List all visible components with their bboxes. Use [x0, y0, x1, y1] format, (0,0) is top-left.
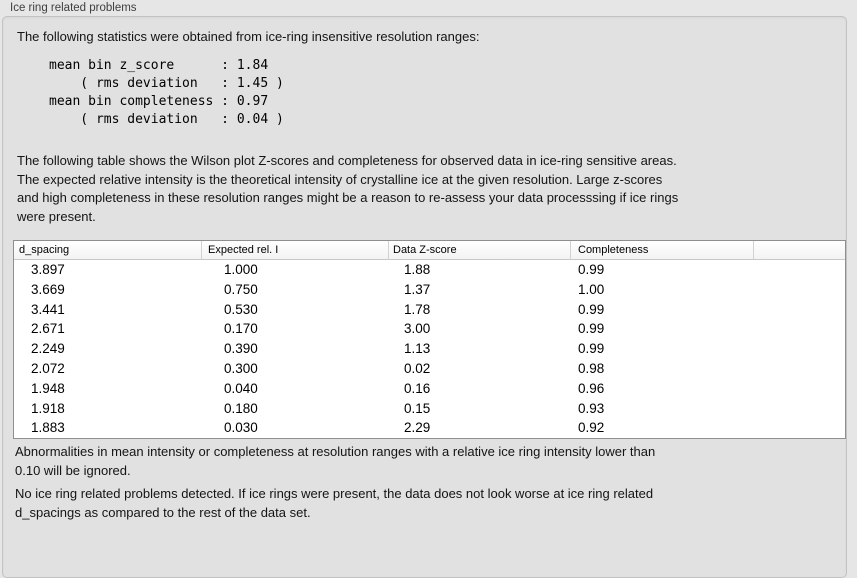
column-header-data-z-score[interactable]: Data Z-score: [389, 241, 571, 259]
cell-spacer: [754, 359, 845, 379]
ice-ring-table: d_spacing Expected rel. I Data Z-score C…: [13, 240, 846, 440]
cell-expected-rel-i: 0.180: [224, 400, 258, 416]
table-description-text: The following table shows the Wilson plo…: [17, 153, 679, 224]
cell-data-z-score: 0.15: [404, 400, 431, 416]
table-row[interactable]: 2.072 0.300 0.02 0.98: [14, 358, 845, 379]
stats-intro-text: The following statistics were obtained f…: [17, 29, 480, 44]
cell-completeness: 0.99: [578, 341, 605, 357]
cell-expected-rel-i: 0.030: [224, 420, 258, 436]
cell-data-z-score: 1.78: [404, 301, 431, 317]
cell-completeness: 0.99: [578, 301, 605, 317]
table-body: 3.897 1.000 1.88 0.99 3.669 0.750 1.37 1…: [14, 260, 845, 439]
cell-d-spacing: 2.671: [31, 321, 65, 337]
table-row[interactable]: 3.669 0.750 1.37 1.00: [14, 279, 845, 300]
cell-spacer: [754, 418, 845, 438]
cell-completeness: 1.00: [578, 281, 605, 297]
table-header-row: d_spacing Expected rel. I Data Z-score C…: [14, 241, 845, 260]
cell-data-z-score: 2.29: [404, 420, 431, 436]
cell-completeness: 0.92: [578, 420, 605, 436]
cell-expected-rel-i: 0.040: [224, 380, 258, 396]
table-row[interactable]: 1.918 0.180 0.15 0.93: [14, 398, 845, 419]
cell-expected-rel-i: 0.530: [224, 301, 258, 317]
cell-completeness: 0.93: [578, 400, 605, 416]
cell-spacer: [754, 260, 845, 280]
table-row[interactable]: 2.671 0.170 3.00 0.99: [14, 319, 845, 340]
cell-completeness: 0.99: [578, 262, 605, 277]
cell-d-spacing: 3.897: [31, 262, 65, 277]
cell-spacer: [754, 379, 845, 399]
cell-d-spacing: 2.072: [31, 360, 65, 376]
cell-expected-rel-i: 0.170: [224, 321, 258, 337]
cell-completeness: 0.96: [578, 380, 605, 396]
cell-expected-rel-i: 0.390: [224, 341, 258, 357]
cell-spacer: [754, 399, 845, 419]
cell-spacer: [754, 280, 845, 300]
cell-data-z-score: 1.37: [404, 281, 431, 297]
column-header-spacer: [754, 241, 845, 259]
column-header-completeness[interactable]: Completeness: [571, 241, 754, 259]
table-row[interactable]: 3.441 0.530 1.78 0.99: [14, 299, 845, 320]
conclusion-text: No ice ring related problems detected. I…: [15, 486, 654, 520]
cell-d-spacing: 1.883: [31, 420, 65, 436]
cell-d-spacing: 1.918: [31, 400, 65, 416]
cell-d-spacing: 1.948: [31, 380, 65, 396]
column-header-expected-rel-i[interactable]: Expected rel. I: [202, 241, 389, 259]
cell-data-z-score: 0.16: [404, 380, 431, 396]
table-row[interactable]: 1.883 0.030 2.29 0.92: [14, 418, 845, 439]
cell-d-spacing: 3.669: [31, 281, 65, 297]
cell-data-z-score: 1.88: [404, 262, 431, 277]
table-row[interactable]: 2.249 0.390 1.13 0.99: [14, 339, 845, 359]
cell-spacer: [754, 300, 845, 320]
table-row[interactable]: 1.948 0.040 0.16 0.96: [14, 378, 845, 399]
cell-expected-rel-i: 0.300: [224, 360, 258, 376]
cell-d-spacing: 2.249: [31, 341, 65, 357]
cell-data-z-score: 3.00: [404, 321, 431, 337]
cell-expected-rel-i: 0.750: [224, 281, 258, 297]
table-row[interactable]: 3.897 1.000 1.88 0.99: [14, 260, 845, 280]
cell-completeness: 0.99: [578, 321, 605, 337]
stats-block: mean bin z_score : 1.84 ( rms deviation …: [49, 58, 284, 127]
ice-ring-panel: The following statistics were obtained f…: [2, 16, 847, 578]
footnote-text: Abnormalities in mean intensity or compl…: [15, 444, 656, 478]
column-header-d-spacing[interactable]: d_spacing: [14, 241, 202, 259]
cell-data-z-score: 1.13: [404, 341, 431, 357]
cell-expected-rel-i: 1.000: [224, 262, 258, 277]
cell-completeness: 0.98: [578, 360, 605, 376]
panel-title: Ice ring related problems: [10, 2, 137, 14]
cell-spacer: [754, 319, 845, 339]
cell-spacer: [754, 339, 845, 359]
cell-d-spacing: 3.441: [31, 301, 65, 317]
cell-data-z-score: 0.02: [404, 360, 431, 376]
